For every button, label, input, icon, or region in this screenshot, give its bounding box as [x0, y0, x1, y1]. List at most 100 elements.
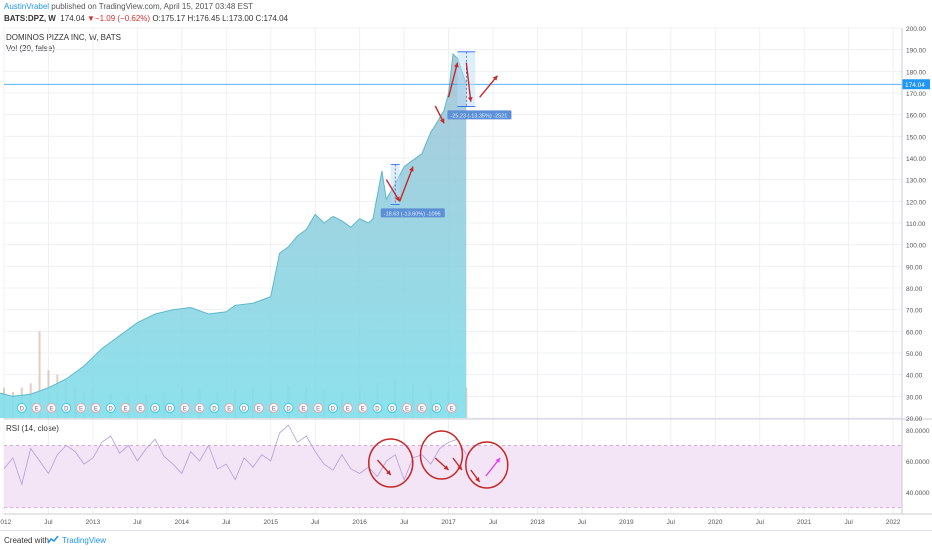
event-marker[interactable]: [31, 403, 42, 413]
event-marker[interactable]: [446, 403, 457, 413]
price-tick-label: 20.00: [906, 416, 923, 423]
rsi-annotation-arrowhead: [457, 465, 462, 470]
event-marker[interactable]: [76, 403, 86, 413]
event-marker[interactable]: [268, 403, 279, 413]
event-marker[interactable]: [150, 403, 161, 413]
event-marker-label: E: [49, 407, 53, 413]
event-marker[interactable]: [179, 403, 190, 413]
event-marker[interactable]: [209, 403, 220, 413]
annotation-arrowhead: [439, 118, 445, 124]
rsi-band: [4, 445, 902, 508]
event-marker[interactable]: [357, 403, 368, 413]
annotation-arrowhead: [492, 75, 498, 81]
price-range-box[interactable]: [390, 164, 400, 205]
price-tick-label: 150.00: [906, 134, 926, 141]
price-tick-label: 90.00: [906, 264, 923, 271]
event-marker[interactable]: [105, 403, 116, 413]
created-with-text: Created with: [4, 536, 49, 545]
event-marker[interactable]: [90, 403, 101, 413]
event-marker[interactable]: [313, 403, 324, 413]
time-tick-label: 2021: [797, 519, 812, 526]
annotation-arrowhead: [395, 196, 400, 202]
rsi-legend[interactable]: RSI (14, close): [6, 424, 59, 433]
author-link[interactable]: AustinVrabel: [4, 2, 50, 11]
annotation-arrowhead: [467, 97, 473, 102]
main-series-legend[interactable]: DOMINOS PIZZA INC, W, BATS: [6, 33, 121, 42]
symbol[interactable]: BATS:DPZ, W: [4, 14, 56, 23]
event-marker[interactable]: [402, 403, 412, 413]
price-tick-label: 100.00: [906, 243, 926, 250]
event-marker-label: E: [138, 407, 142, 413]
annotation-circle[interactable]: [419, 430, 464, 480]
ohlc-values: O:175.17 H:176.45 L:173.00 C:174.04: [152, 14, 288, 23]
event-marker[interactable]: [239, 403, 249, 413]
event-marker[interactable]: [416, 403, 427, 413]
time-tick-label: 2020: [708, 519, 723, 526]
event-marker-label: D: [331, 407, 336, 413]
price-area[interactable]: [0, 54, 467, 418]
event-marker[interactable]: [120, 403, 131, 413]
last-price-label: 174.04: [905, 82, 925, 89]
event-marker[interactable]: [194, 403, 205, 413]
event-marker-label: E: [94, 407, 98, 413]
time-tick-label: Jul: [667, 519, 676, 526]
annotation-arrowhead: [454, 62, 459, 68]
published-text: published on TradingView.com, April 15, …: [51, 2, 254, 11]
event-marker-label: D: [212, 407, 217, 413]
event-marker[interactable]: [328, 403, 338, 413]
time-tick-label: Jul: [44, 519, 53, 526]
price-chart[interactable]: D E E D E E D E E D D E E D E D E E D E E D E E D D E E D E 174.04 -18…: [0, 0, 932, 530]
price-tick-label: 30.00: [906, 394, 923, 401]
annotation-arrow[interactable]: [399, 166, 414, 202]
event-marker[interactable]: [342, 403, 353, 413]
event-marker[interactable]: [283, 403, 294, 413]
volume-legend[interactable]: Vol (20, false): [6, 44, 55, 53]
time-tick-label: 2012: [0, 519, 12, 526]
tradingview-logo-icon: [47, 535, 59, 544]
time-tick-label: 2014: [175, 519, 190, 526]
rsi-annotation-arrowhead: [386, 470, 391, 475]
event-marker[interactable]: [16, 403, 27, 413]
rsi-annotation-arrowhead: [475, 477, 480, 482]
price-range-box[interactable]: [457, 51, 476, 107]
event-marker-label: E: [272, 407, 276, 413]
annotation-arrow[interactable]: [479, 75, 498, 98]
price-tick-label: 120.00: [906, 199, 926, 206]
event-marker[interactable]: [61, 403, 72, 413]
time-tick-label: 2016: [352, 519, 367, 526]
price-range-label: -25.23 (-13.35%) -2521: [450, 113, 507, 119]
event-marker[interactable]: [253, 403, 264, 413]
event-marker-label: D: [435, 407, 440, 413]
event-marker-label: E: [450, 407, 454, 413]
annotation-circle[interactable]: [465, 441, 509, 489]
price-tick-label: 190.00: [906, 48, 926, 55]
annotation-arrow[interactable]: [465, 62, 472, 102]
event-marker[interactable]: [224, 403, 235, 413]
rsi-tick-label: 40.0000: [906, 490, 930, 497]
tradingview-brand[interactable]: TradingView: [62, 536, 107, 545]
event-marker[interactable]: [165, 403, 175, 413]
event-marker[interactable]: [431, 403, 442, 413]
time-tick-label: Jul: [222, 519, 231, 526]
event-marker-label: E: [257, 407, 261, 413]
event-marker[interactable]: [135, 403, 146, 413]
event-marker-label: E: [227, 407, 231, 413]
price-tick-label: 60.00: [906, 329, 923, 336]
annotation-arrow[interactable]: [447, 62, 459, 98]
price-tick-label: 40.00: [906, 373, 923, 380]
event-marker[interactable]: [298, 403, 309, 413]
annotation-circle[interactable]: [368, 438, 414, 488]
event-marker-label: E: [301, 407, 305, 413]
event-marker-label: D: [286, 407, 291, 413]
down-arrow-icon: ▼: [87, 14, 95, 23]
event-marker-label: E: [198, 407, 202, 413]
event-marker[interactable]: [46, 403, 57, 413]
event-marker[interactable]: [372, 403, 383, 413]
price-tick-label: 180.00: [906, 69, 926, 76]
price-range-label-bg: [447, 110, 512, 120]
rsi-line[interactable]: [3, 424, 467, 486]
event-marker-label: D: [168, 407, 173, 413]
event-marker-label: E: [316, 407, 320, 413]
event-marker[interactable]: [387, 403, 398, 413]
symbol-quote: BATS:DPZ, W 174.04 ▼−1.09 (−0.62%) O:175…: [4, 14, 288, 24]
